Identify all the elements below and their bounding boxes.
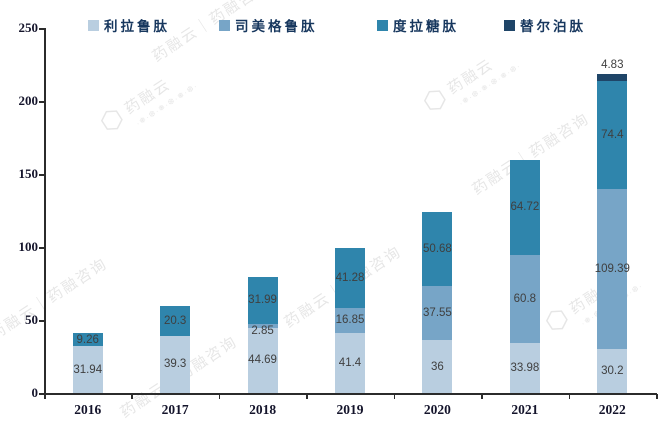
bar-segment	[335, 247, 365, 308]
x-axis-tick	[656, 394, 658, 399]
bar-value-label: 16.85	[335, 314, 365, 327]
legend-label: 利拉鲁肽	[104, 19, 170, 34]
x-axis-tick	[393, 394, 396, 399]
legend-item: 利拉鲁肽	[88, 16, 170, 34]
watermark-dots: ·❅·❆·❅·❆·❅·❆·	[457, 61, 523, 109]
bar-segment	[509, 254, 540, 344]
bar-value-label: 30.2	[601, 364, 624, 377]
legend-item: 替尔泊肽	[504, 16, 586, 34]
legend-swatch-icon	[88, 19, 99, 31]
bar-segment	[422, 340, 453, 393]
bar-value-label: 74.4	[601, 128, 624, 141]
watermark-brand-text: 药融云	[121, 75, 174, 118]
y-axis-label: 200	[18, 93, 39, 108]
legend-item: 度拉糖肽	[377, 16, 459, 34]
bar-segment	[72, 346, 103, 393]
x-axis-label: 2016	[74, 402, 102, 417]
bar-segment	[335, 332, 365, 393]
x-axis-tick	[44, 394, 46, 399]
bar-value-label: 2.85	[251, 324, 274, 337]
bar-segment	[247, 323, 278, 328]
y-axis-label: 100	[18, 239, 39, 254]
bar-value-label: 44.69	[248, 354, 277, 367]
bar-segment	[422, 285, 453, 341]
bar-segment	[509, 160, 540, 255]
bar-segment	[247, 327, 278, 393]
bar-segment	[597, 80, 628, 190]
x-axis-label: 2022	[598, 402, 626, 417]
y-axis-line	[44, 28, 46, 393]
bar-segment	[597, 189, 628, 349]
x-axis-label: 2019	[336, 402, 364, 417]
bar-value-label: 60.8	[513, 293, 537, 305]
y-axis-tick	[39, 247, 44, 249]
bar-value-label: 37.55	[423, 307, 452, 320]
bar-value-label: 41.28	[335, 271, 365, 284]
bar-segment	[509, 343, 540, 393]
bar-segment	[422, 211, 453, 286]
y-axis-label: 0	[31, 385, 39, 400]
x-axis-label: 2020	[423, 402, 451, 417]
bar-value-label: 109.39	[594, 263, 630, 276]
y-axis-tick	[39, 320, 44, 322]
bar-value-label: 4.83	[601, 58, 624, 71]
bar-value-label: 31.99	[248, 294, 277, 307]
watermark-text: 药融云｜药融咨询	[0, 255, 111, 344]
x-axis-tick	[131, 394, 133, 399]
watermark-hexagon-logo-icon: ⬡	[93, 99, 131, 139]
watermark-dots: ·❅·❆·❅·❆·❅·❆·	[134, 81, 200, 129]
bar-value-label: 31.94	[73, 363, 103, 376]
bar-value-label: 9.26	[76, 333, 99, 346]
bar-segment	[597, 348, 628, 393]
y-axis-label: 250	[18, 20, 39, 35]
y-axis-tick	[39, 393, 44, 395]
bar-value-label: 36	[431, 360, 444, 373]
x-axis-tick	[218, 394, 221, 399]
x-axis-label: 2017	[161, 402, 189, 417]
bar-value-label: 39.3	[163, 358, 187, 371]
watermark-brand-text: 药融云	[444, 55, 497, 98]
y-axis-tick	[39, 101, 44, 103]
bar-segment	[72, 332, 103, 347]
x-axis-label: 2021	[511, 402, 539, 417]
x-axis-tick	[306, 394, 308, 399]
y-axis-tick	[39, 28, 44, 30]
bar-value-label: 33.98	[510, 362, 540, 375]
legend-swatch-icon	[377, 19, 388, 31]
bar-segment	[160, 305, 191, 336]
x-axis-tick	[568, 394, 571, 399]
bar-value-label: 41.4	[338, 356, 362, 369]
legend-label: 司美格鲁肽	[235, 19, 318, 34]
watermark-hexagon-logo-icon: ⬡	[416, 79, 454, 119]
bar-segment	[247, 276, 278, 324]
legend-item: 司美格鲁肽	[219, 16, 318, 34]
y-axis-label: 50	[25, 312, 38, 327]
watermark: ⬡药融云·❅·❆·❅·❆·❅·❆·	[416, 40, 523, 125]
y-axis-label: 150	[18, 166, 39, 181]
bar-segment	[597, 73, 628, 81]
y-axis-tick	[39, 174, 44, 176]
legend-label: 度拉糖肽	[393, 19, 459, 34]
bar-value-label: 20.3	[163, 314, 187, 327]
x-axis-line	[44, 393, 657, 395]
watermark: ⬡药融云·❅·❆·❅·❆·❅·❆·	[93, 60, 200, 145]
x-axis-label: 2018	[249, 402, 277, 417]
bar-segment	[160, 335, 191, 393]
bar-value-label: 64.72	[510, 201, 540, 214]
legend-swatch-icon	[219, 19, 230, 31]
bar-value-label: 50.68	[423, 242, 452, 255]
x-axis-tick	[481, 394, 483, 399]
bar-segment	[335, 307, 365, 333]
legend-label: 替尔泊肽	[520, 19, 586, 34]
watermark-hexagon-logo-icon: ⬡	[538, 299, 576, 339]
legend-swatch-icon	[504, 19, 515, 31]
